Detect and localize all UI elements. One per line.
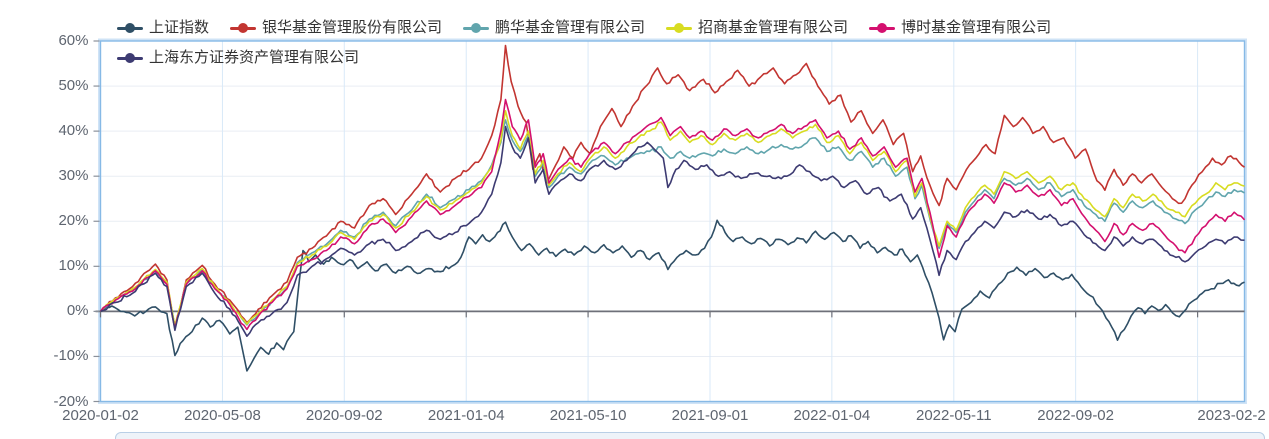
line-series-marker-icon	[230, 22, 257, 33]
y-axis-label: 10%	[58, 257, 89, 275]
line-series-marker-icon	[117, 22, 143, 33]
y-axis-label: 30%	[58, 167, 89, 185]
y-axis-label: 0%	[66, 302, 89, 320]
line-series-marker-icon	[463, 22, 490, 33]
line-series-marker-icon	[666, 22, 693, 33]
series-lines	[100, 44, 1245, 372]
x-axis-label: 2021-05-10	[549, 407, 627, 424]
chart-legend: 上证指数 银华基金管理股份有限公司 鹏华基金管理有限公司 招商基金管理有限公司 博时基金…	[117, 19, 1262, 66]
legend-item-penghua-fund[interactable]: 鹏华基金管理有限公司	[463, 19, 645, 36]
legend-item-label: 上证指数	[149, 19, 210, 36]
y-axis-label: 40%	[58, 122, 89, 140]
legend-item-label: 博时基金管理有限公司	[901, 19, 1052, 36]
x-axis-label: 2023-02-2	[1197, 407, 1266, 424]
legend-item-boshi-fund[interactable]: 博时基金管理有限公司	[869, 19, 1051, 36]
series-line-shangzheng-index	[100, 219, 1245, 372]
legend-item-zhaoshang-fund[interactable]: 招商基金管理有限公司	[666, 19, 848, 36]
x-axis-label: 2022-09-02	[1037, 407, 1114, 424]
y-axis-label: 60%	[58, 32, 89, 49]
series-line-zhaoshang-fund	[100, 110, 1245, 327]
y-axis-label: 50%	[58, 77, 89, 95]
x-axis-label: 2022-05-11	[915, 407, 992, 424]
x-axis-label: 2021-09-01	[671, 407, 749, 424]
x-axis-label: 2021-01-04	[427, 407, 505, 424]
line-series-marker-icon	[117, 52, 143, 63]
legend-item-label: 上海东方证券资产管理有限公司	[149, 49, 360, 66]
series-line-boshi-fund	[100, 98, 1245, 331]
x-axis-label: 2020-01-02	[62, 407, 139, 424]
datazoom-slider[interactable]	[115, 432, 1265, 439]
series-line-dongfang-asset	[100, 125, 1245, 337]
y-axis-label: -10%	[53, 347, 89, 365]
plot-border	[99, 40, 1246, 403]
x-axis-label: 2020-05-08	[184, 407, 261, 424]
legend-item-dongfang-asset[interactable]: 上海东方证券资产管理有限公司	[117, 49, 359, 66]
series-line-yinhua-fund	[100, 44, 1245, 328]
legend-item-label: 鹏华基金管理有限公司	[495, 19, 646, 36]
legend-item-label: 招商基金管理有限公司	[698, 19, 849, 36]
x-axis-label: 2022-01-04	[793, 407, 871, 424]
legend-item-yinhua-fund[interactable]: 银华基金管理股份有限公司	[230, 19, 442, 36]
y-axis-label: -20%	[53, 392, 89, 410]
y-axis-label: 20%	[58, 212, 89, 230]
legend-item-label: 银华基金管理股份有限公司	[262, 19, 443, 36]
legend-item-shangzheng-index[interactable]: 上证指数	[117, 19, 209, 36]
line-series-marker-icon	[869, 22, 896, 33]
x-axis-label: 2020-09-02	[305, 407, 383, 424]
